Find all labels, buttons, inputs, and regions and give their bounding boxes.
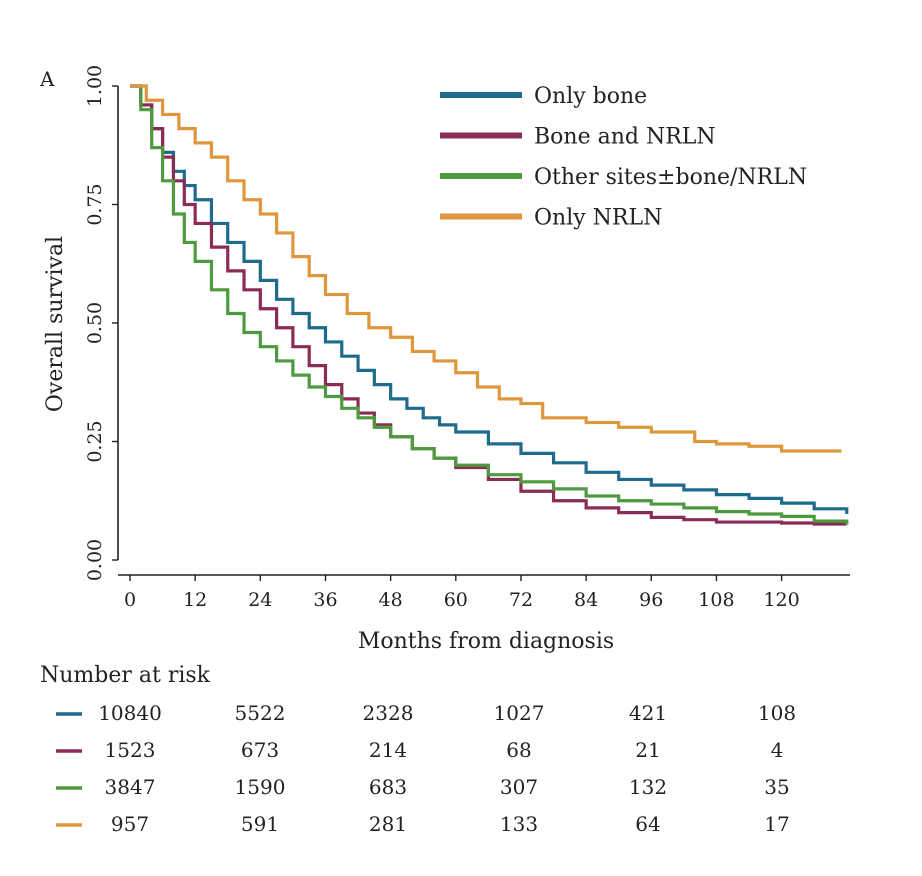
- risk-cell: 421: [629, 701, 667, 725]
- risk-cell: 4: [771, 738, 784, 762]
- legend-label: Bone and NRLN: [534, 125, 716, 150]
- x-tick-label: 48: [379, 589, 403, 611]
- risk-cell: 214: [369, 738, 407, 762]
- risk-table-title: Number at risk: [40, 663, 211, 688]
- legend-label: Other sites±bone/NRLN: [534, 165, 807, 190]
- series-line-only-nrln: [130, 84, 842, 453]
- x-tick-label: 120: [763, 589, 799, 611]
- x-tick-label: 72: [509, 589, 533, 611]
- x-tick-label: 0: [124, 589, 136, 611]
- series-line-only-bone: [130, 84, 849, 515]
- legend-label: Only NRLN: [534, 206, 662, 231]
- risk-cell: 957: [111, 812, 149, 836]
- risk-cell: 17: [764, 812, 789, 836]
- x-axis-ticks: 0 12 24 36 48 60 72 84 96 108 120: [124, 575, 800, 611]
- risk-cell: 3847: [105, 775, 156, 799]
- risk-cell: 133: [500, 812, 538, 836]
- series-layer: [130, 84, 849, 526]
- y-axis-title: Overall survival: [43, 236, 68, 412]
- legend-label: Only bone: [534, 84, 647, 109]
- x-tick-label: 36: [313, 589, 337, 611]
- risk-cell: 591: [241, 812, 279, 836]
- risk-cell: 307: [500, 775, 538, 799]
- risk-cell: 35: [764, 775, 789, 799]
- x-axis-title: Months from diagnosis: [358, 629, 614, 654]
- risk-cell: 21: [635, 738, 660, 762]
- risk-cell: 683: [369, 775, 407, 799]
- x-tick-label: 96: [639, 589, 663, 611]
- x-tick-label: 12: [183, 589, 207, 611]
- risk-cell: 64: [635, 812, 660, 836]
- y-tick-label: 1.00: [84, 65, 106, 107]
- y-axis-ticks: 0.00 0.25 0.50 0.75 1.00: [84, 65, 118, 581]
- risk-cell: 281: [369, 812, 407, 836]
- legend: Only bone Bone and NRLN Other sites±bone/N…: [440, 84, 807, 231]
- risk-cell: 1523: [105, 738, 156, 762]
- y-tick-label: 0.00: [84, 539, 106, 581]
- y-tick-label: 0.50: [84, 302, 106, 344]
- series-line-bone-and-nrln: [130, 84, 849, 526]
- risk-cell: 132: [629, 775, 667, 799]
- x-tick-label: 24: [248, 589, 272, 611]
- risk-cell: 5522: [235, 701, 286, 725]
- x-tick-label: 84: [574, 589, 598, 611]
- x-tick-label: 60: [444, 589, 468, 611]
- risk-cell: 2328: [363, 701, 414, 725]
- y-tick-label: 0.75: [84, 183, 106, 225]
- x-tick-label: 108: [698, 589, 734, 611]
- risk-cell: 1590: [235, 775, 286, 799]
- risk-cell: 1027: [494, 701, 545, 725]
- panel-letter: A: [39, 67, 55, 91]
- risk-cell: 10840: [98, 701, 162, 725]
- risk-cell: 673: [241, 738, 279, 762]
- series-line-other-sites-bone-nrln: [130, 84, 849, 525]
- risk-cell: 68: [506, 738, 531, 762]
- y-tick-label: 0.25: [84, 420, 106, 462]
- risk-cell: 108: [758, 701, 796, 725]
